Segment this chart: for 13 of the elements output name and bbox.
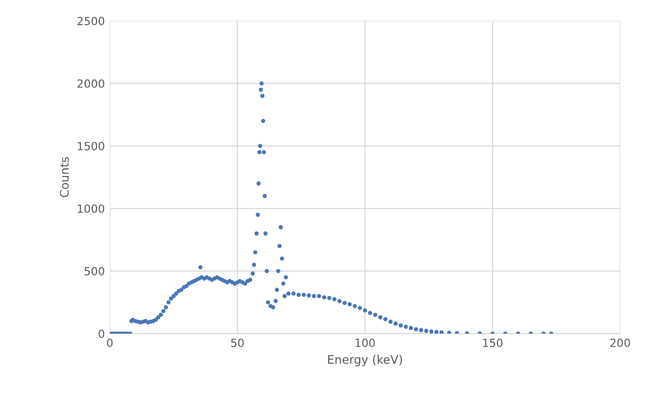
y-tick-label: 2000 xyxy=(77,79,104,88)
x-tick-label: 50 xyxy=(231,338,244,348)
x-axis-title: Energy (keV) xyxy=(328,354,402,366)
x-tick-label: 150 xyxy=(483,338,502,348)
y-axis-title: Counts xyxy=(60,157,69,198)
y-tick-label: 500 xyxy=(84,267,104,276)
y-tick-label: 1000 xyxy=(78,204,104,213)
y-tick-label: 2500 xyxy=(77,16,104,26)
y-tick-label: 0 xyxy=(98,330,104,338)
x-tick-label: 200 xyxy=(610,338,630,348)
x-tick-label: 0 xyxy=(107,338,113,348)
x-tick-label: 100 xyxy=(356,338,375,348)
y-tick-label: 1500 xyxy=(78,142,104,150)
